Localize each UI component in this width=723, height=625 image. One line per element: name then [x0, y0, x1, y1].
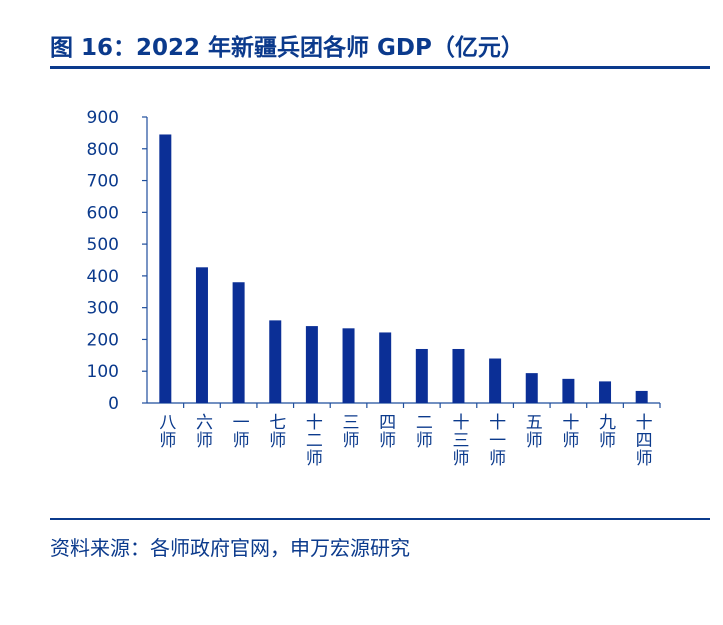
bar-9: [452, 348, 465, 403]
y-tick-label: 100: [87, 362, 119, 382]
y-tick-label: 200: [87, 330, 119, 350]
x-category-label: 七师: [265, 413, 286, 449]
x-category-label: 十四师: [632, 413, 653, 467]
bar-2: [195, 267, 208, 403]
y-tick-label: 600: [87, 203, 119, 223]
x-category-label: 六师: [192, 413, 213, 449]
bar-4: [269, 320, 282, 403]
bar-chart-svg: 0 100 200 300 400 500 600 700 800 900 八师 六师 一师 七师 十二师三…: [87, 108, 661, 467]
source-note: 资料来源：各师政府官网，申万宏源研究: [50, 536, 410, 560]
bar-8: [415, 348, 428, 403]
y-tick-label: 800: [87, 140, 119, 160]
x-category-label: 一师: [229, 413, 250, 449]
y-tick-label: 500: [87, 235, 119, 255]
x-category-label: 九师: [595, 413, 616, 449]
title-underline: [50, 66, 710, 69]
x-category-label: 二师: [412, 413, 433, 449]
bar-6: [342, 328, 355, 403]
bar-7: [379, 332, 392, 403]
source-divider: [50, 518, 710, 520]
bar-3: [232, 282, 245, 403]
bar-13: [599, 381, 612, 403]
x-category-label: 十三师: [448, 413, 469, 467]
bar-10: [489, 358, 502, 403]
chart-title: 图 16：2022 年新疆兵团各师 GDP（亿元）: [50, 35, 524, 61]
y-tick-label: 900: [87, 108, 119, 128]
bar-1: [159, 134, 172, 403]
y-tick-label: 0: [108, 394, 119, 414]
x-category-label: 十师: [558, 413, 579, 449]
x-category-label: 十一师: [485, 413, 506, 467]
x-category-label: 三师: [339, 413, 359, 449]
x-category-label: 十二师: [302, 413, 323, 467]
x-category-label: 五师: [522, 413, 543, 449]
bar-5: [305, 326, 318, 403]
bar-14: [635, 390, 648, 403]
y-tick-label: 400: [87, 267, 119, 287]
y-tick-label: 700: [87, 172, 119, 192]
x-category-label: 四师: [375, 413, 395, 449]
bar-12: [562, 378, 575, 403]
bar-chart: 0 100 200 300 400 500 600 700 800 900 八师 六师 一师 七师 十二师三…: [50, 90, 710, 510]
y-tick-label: 300: [87, 299, 119, 319]
bar-11: [525, 373, 538, 403]
x-category-label: 八师: [155, 413, 176, 449]
